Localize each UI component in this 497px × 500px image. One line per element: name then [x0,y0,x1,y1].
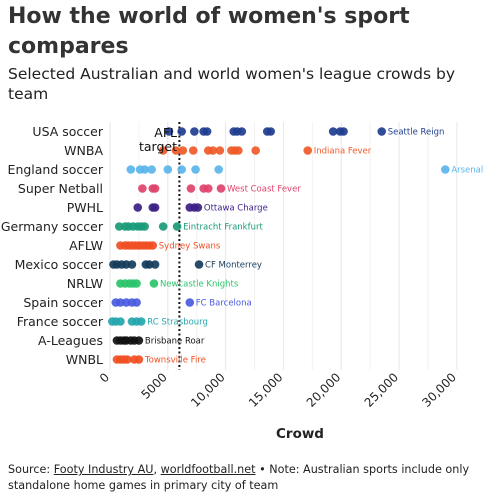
data-point[interactable] [126,165,136,174]
top-team-label: Indiana Fever [314,147,372,157]
data-point[interactable] [193,203,203,212]
data-point[interactable] [138,184,147,193]
top-team-label: FC Barcelona [196,299,252,309]
data-point[interactable] [164,127,174,136]
data-point[interactable] [188,146,198,155]
data-point[interactable] [134,355,144,364]
top-team-label: Arsenal [451,166,483,176]
data-point[interactable] [214,165,223,174]
row-label-spain-soccer: Spain soccer [23,295,103,310]
top-team-label: Eintracht Frankfurt [183,223,263,233]
x-tick-label: 15,000 [246,370,286,410]
top-team-label: Sydney Swans [159,242,221,252]
top-team-label: CF Monterrey [205,261,262,271]
data-point[interactable] [266,127,276,136]
row-label-pwhl: PWHL [67,200,103,215]
data-point[interactable] [215,146,225,155]
row-label-a-leagues: A-Leagues [38,333,103,348]
data-point[interactable] [328,127,338,136]
top-team-label: Brisbane Roar [145,337,205,347]
data-point[interactable] [147,165,156,174]
crowd-dot-chart: 0 5000 10,000 15,000 20,000 25,000 30,000 Crowd… [1,122,483,442]
data-point[interactable] [177,127,186,136]
row-label-mexico-soccer: Mexico soccer [15,257,104,272]
data-point[interactable] [441,165,450,174]
top-team-label: Ottawa Charge [204,204,268,214]
data-point[interactable] [149,279,159,288]
top-team-label: RC Strasbourg [147,318,208,328]
data-point[interactable] [191,165,200,174]
source-separator: , [153,463,161,476]
top-team-label: Seattle Reign [388,128,445,138]
data-point[interactable] [150,203,160,212]
data-point[interactable] [133,203,143,212]
row-label-wnba: WNBA [64,143,103,158]
chart-title: How the world of women's sport compares [8,4,410,59]
x-tick-label: 25,000 [362,370,402,410]
data-point[interactable] [116,317,125,326]
data-point[interactable] [150,184,160,193]
row-label-france-soccer: France soccer [17,314,104,329]
data-point[interactable] [202,127,212,136]
row-label-super-netball: Super Netball [18,181,103,196]
data-point[interactable] [234,146,243,155]
data-point[interactable] [136,317,146,326]
data-point[interactable] [216,184,226,193]
source-link-worldfootball[interactable]: worldfootball.net [160,463,256,476]
row-label-nrlw: NRLW [67,276,103,291]
row-label-wnbl: WNBL [66,352,103,367]
data-point[interactable] [140,165,149,174]
source-note: Source: Footy Industry AU, worldfootball… [8,462,493,494]
data-point[interactable] [339,127,348,136]
data-point[interactable] [178,146,188,155]
data-point[interactable] [123,355,132,364]
x-tick-label: 20,000 [304,370,344,410]
afl-target-label-line2: target [139,139,177,154]
x-tick-label: 5000 [138,370,169,401]
data-point[interactable] [134,336,144,345]
afl-target-label-line1: AFL [154,125,177,140]
data-point[interactable] [194,260,204,269]
data-point[interactable] [208,146,218,155]
data-point[interactable] [185,298,195,307]
x-tick-label: 30,000 [419,370,459,410]
row-label-usa-soccer: USA soccer [32,124,103,139]
row-label-aflw: AFLW [69,238,103,253]
data-point[interactable] [172,222,182,231]
top-team-label: West Coast Fever [227,185,301,195]
x-tick-label: 10,000 [188,370,228,410]
data-point[interactable] [140,222,149,231]
data-point[interactable] [177,165,186,174]
data-point[interactable] [237,127,247,136]
data-point[interactable] [150,260,160,269]
row-label-germany-soccer: Germany soccer [1,219,104,234]
data-point[interactable] [303,146,313,155]
row-label-england-soccer: England soccer [8,162,104,177]
top-team-label: Townsville Fire [144,356,206,366]
data-point[interactable] [158,146,168,155]
data-point[interactable] [127,260,137,269]
chart-subtitle: Selected Australian and world women's le… [8,65,456,103]
x-tick-label: 0 [97,370,112,385]
top-team-label: Newcastle Knights [160,280,239,290]
data-point[interactable] [171,146,181,155]
x-axis-title: Crowd [276,426,324,442]
data-point[interactable] [163,165,173,174]
data-point[interactable] [158,222,168,231]
source-link-footy-industry[interactable]: Footy Industry AU [53,463,154,476]
data-point[interactable] [132,298,141,307]
data-point[interactable] [251,146,260,155]
data-point[interactable] [186,184,196,193]
data-point[interactable] [190,127,199,136]
source-note-text: • Note: Australian sports include only s… [8,463,470,492]
data-point[interactable] [148,241,158,250]
data-point[interactable] [132,279,141,288]
source-prefix: Source: [8,463,54,476]
data-point[interactable] [377,127,387,136]
data-point[interactable] [203,184,213,193]
